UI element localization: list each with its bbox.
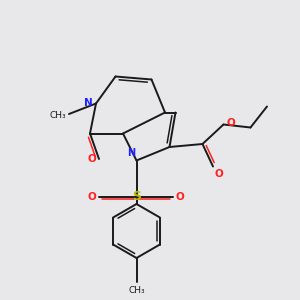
Text: O: O [214,169,223,179]
Text: O: O [87,191,96,202]
Text: N: N [84,98,92,109]
Text: N: N [127,148,135,158]
Text: CH₃: CH₃ [50,111,67,120]
Text: S: S [132,190,141,203]
Text: O: O [226,118,235,128]
Text: O: O [87,154,96,164]
Text: CH₃: CH₃ [128,286,145,295]
Text: O: O [176,191,184,202]
